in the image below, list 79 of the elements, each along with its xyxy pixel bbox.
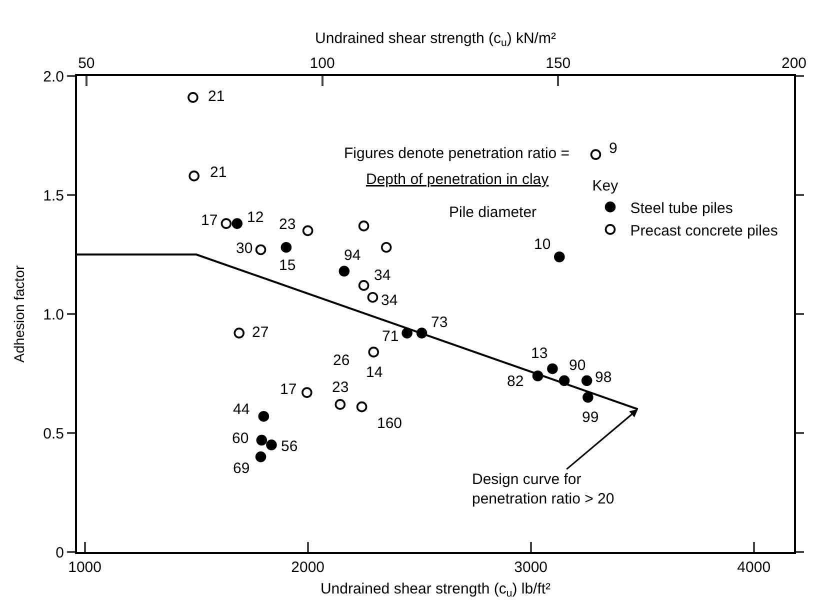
annotation: Pile diameter (449, 204, 537, 221)
annotation: 60 (232, 430, 249, 447)
point (402, 328, 412, 338)
y-axis-title: Adhesion factor (11, 265, 28, 363)
point (554, 251, 565, 262)
annotation: 23 (279, 216, 296, 233)
point (256, 434, 268, 446)
annotation: 17 (280, 381, 297, 398)
annotation: 71 (382, 328, 399, 345)
x-tick-label: 2000 (291, 559, 325, 576)
point (334, 399, 346, 410)
point (188, 170, 200, 182)
annotation: 69 (233, 460, 250, 477)
annotation: 15 (279, 257, 296, 274)
point (258, 410, 270, 422)
point (368, 346, 380, 358)
point (590, 149, 602, 160)
legend-title: Key (592, 178, 619, 195)
legend-label: Steel tube piles (630, 200, 733, 217)
annotation: 98 (595, 369, 612, 386)
annotation: 30 (236, 240, 253, 257)
annotation: Figures denote penetration ratio = (344, 145, 570, 162)
point (302, 387, 312, 398)
y-tick-label: 0 (56, 544, 64, 562)
annotation: 14 (366, 364, 383, 381)
annotation: Depth of penetration in clay (366, 171, 550, 188)
point (380, 242, 392, 253)
x2-tick-label: 200 (781, 55, 807, 72)
y-tick-label: 1.5 (43, 187, 64, 204)
point (280, 242, 292, 253)
point (255, 244, 266, 256)
annotation: 13 (531, 345, 548, 362)
annotation: 94 (344, 247, 361, 264)
annotation: 82 (507, 373, 524, 390)
annotation: 26 (333, 352, 350, 369)
y-tick-label: 1.0 (43, 306, 64, 324)
y-tick-label: 0.5 (43, 425, 64, 442)
point (581, 375, 592, 386)
annotation: 21 (210, 164, 227, 181)
annotation: 10 (534, 236, 551, 253)
point (338, 266, 350, 277)
x2-tick-label: 100 (310, 55, 335, 72)
point (367, 292, 378, 303)
point (232, 218, 243, 229)
point (356, 401, 368, 412)
legend-label: Precast concrete piles (630, 222, 778, 240)
annotation: 27 (252, 324, 269, 341)
annotation: 21 (208, 88, 225, 105)
point (266, 440, 277, 450)
annotation: 44 (233, 401, 250, 418)
point (547, 363, 558, 374)
point (582, 392, 594, 403)
x2-axis-title: Undrained shear strength (c$_{u}$) kN/m² (315, 30, 556, 49)
point (302, 225, 314, 236)
x-tick-label: 4000 (737, 559, 771, 576)
annotation: 9 (609, 140, 618, 157)
annotation: 160 (377, 415, 402, 432)
annotation: 12 (247, 209, 264, 226)
x-axis-title: Undrained shear strength (c$_{u}$) lb/ft² (320, 580, 551, 600)
annotation: 34 (381, 292, 398, 309)
point (188, 92, 198, 103)
x-tick-label: 1000 (68, 559, 102, 576)
annotation: 34 (374, 267, 391, 284)
annotation: 99 (582, 409, 599, 426)
point (358, 280, 370, 291)
x-tick-label: 3000 (514, 559, 548, 576)
point (358, 220, 370, 232)
point (255, 451, 266, 462)
annotation: Design curve for penetration ratio > 20 (472, 471, 614, 508)
annotation: 73 (431, 314, 448, 331)
annotation: 17 (201, 212, 218, 229)
annotation: 90 (569, 357, 586, 374)
annotation: 23 (332, 379, 349, 396)
x2-tick-label: 150 (546, 55, 571, 72)
point (234, 328, 245, 338)
annotation: 56 (281, 438, 298, 455)
y-tick-label: 2.0 (43, 68, 64, 86)
x2-tick-label: 50 (78, 55, 95, 72)
point (220, 218, 232, 229)
